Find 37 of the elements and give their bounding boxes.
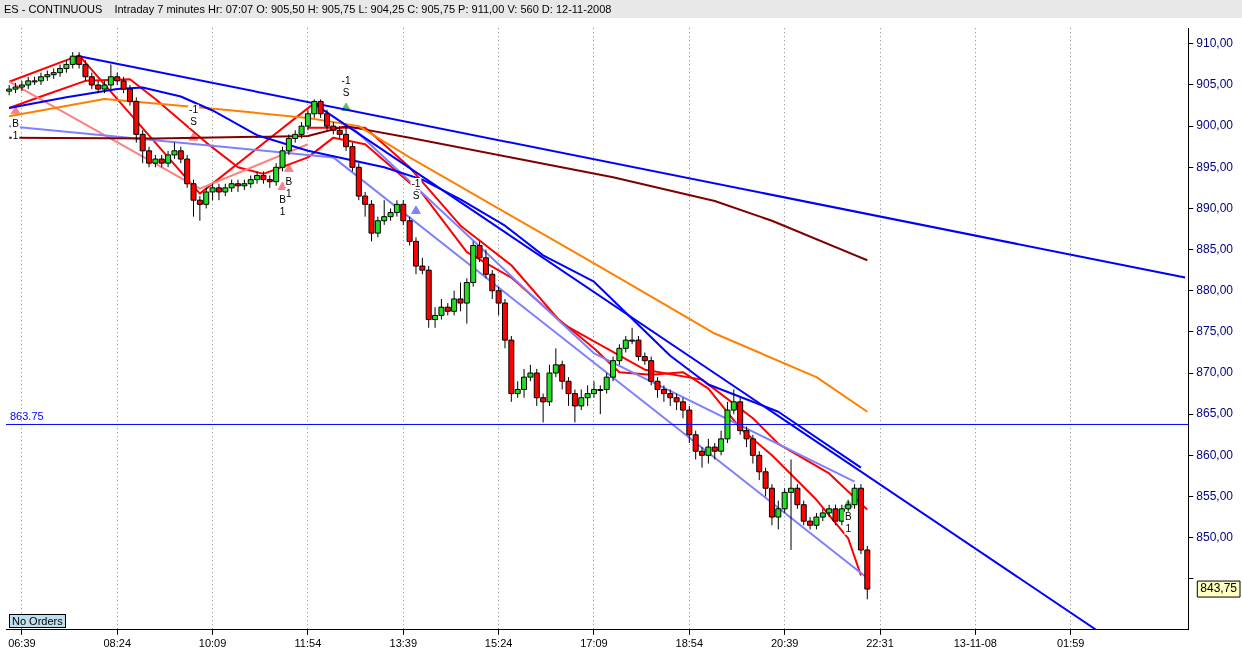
x-tick-label: 06:39 [8, 637, 36, 650]
x-tick-label: 13:39 [389, 637, 418, 650]
annotation: B 1 [844, 511, 852, 535]
chart-subtitle: Intraday 7 minutes Hr: 07:07 O: 905,50 H: 905,75 L: 904,25 C: 905,75 P: 911,00 V: 560 D: 12-11-2008 [114, 3, 612, 15]
y-tick-label: 900,00 [1196, 118, 1234, 133]
x-tick-label: 01:59 [1056, 637, 1085, 650]
y-tick-label: 875,00 [1196, 324, 1234, 339]
y-tick-label: 910,00 [1196, 36, 1234, 51]
annotation: -1 S [189, 104, 199, 128]
x-tick-label: 11:54 [294, 637, 322, 650]
x-tick-label: 08:24 [103, 637, 131, 650]
y-tick-label: 860,00 [1196, 447, 1234, 462]
annotation: -1 S [341, 74, 351, 98]
y-tick-label: 850,00 [1196, 529, 1234, 544]
x-tick-label: 22:31 [866, 637, 894, 650]
x-tick-label: 20:39 [770, 637, 799, 650]
x-tick-label: 13-11-08 [953, 637, 997, 650]
y-tick-label: 855,00 [1196, 488, 1234, 503]
text: 843,75 [1200, 581, 1238, 596]
x-tick-label: 10:09 [198, 637, 227, 650]
annotation: B 1 [279, 193, 287, 217]
x-tick-label: 17:09 [580, 637, 608, 650]
y-tick-label: 885,00 [1196, 241, 1234, 256]
y-tick-label: 905,00 [1196, 77, 1234, 92]
chart-title: ES - CONTINUOUS [4, 3, 103, 15]
x-tick-label: 18:54 [675, 637, 704, 650]
annotation: No Orders [9, 614, 66, 628]
ref-line-label: 863.75 [10, 410, 44, 422]
y-tick-label: 895,00 [1196, 159, 1234, 174]
y-tick-label: 865,00 [1196, 406, 1234, 421]
annotation: -1 S [411, 177, 421, 201]
x-tick-label: 15:24 [484, 637, 513, 650]
annotation: B 1 [12, 118, 20, 142]
y-tick-label: 870,00 [1196, 365, 1234, 380]
annotation: B 1 [285, 175, 293, 199]
y-tick-label: 890,00 [1196, 200, 1234, 215]
y-tick-label: 880,00 [1196, 283, 1234, 298]
